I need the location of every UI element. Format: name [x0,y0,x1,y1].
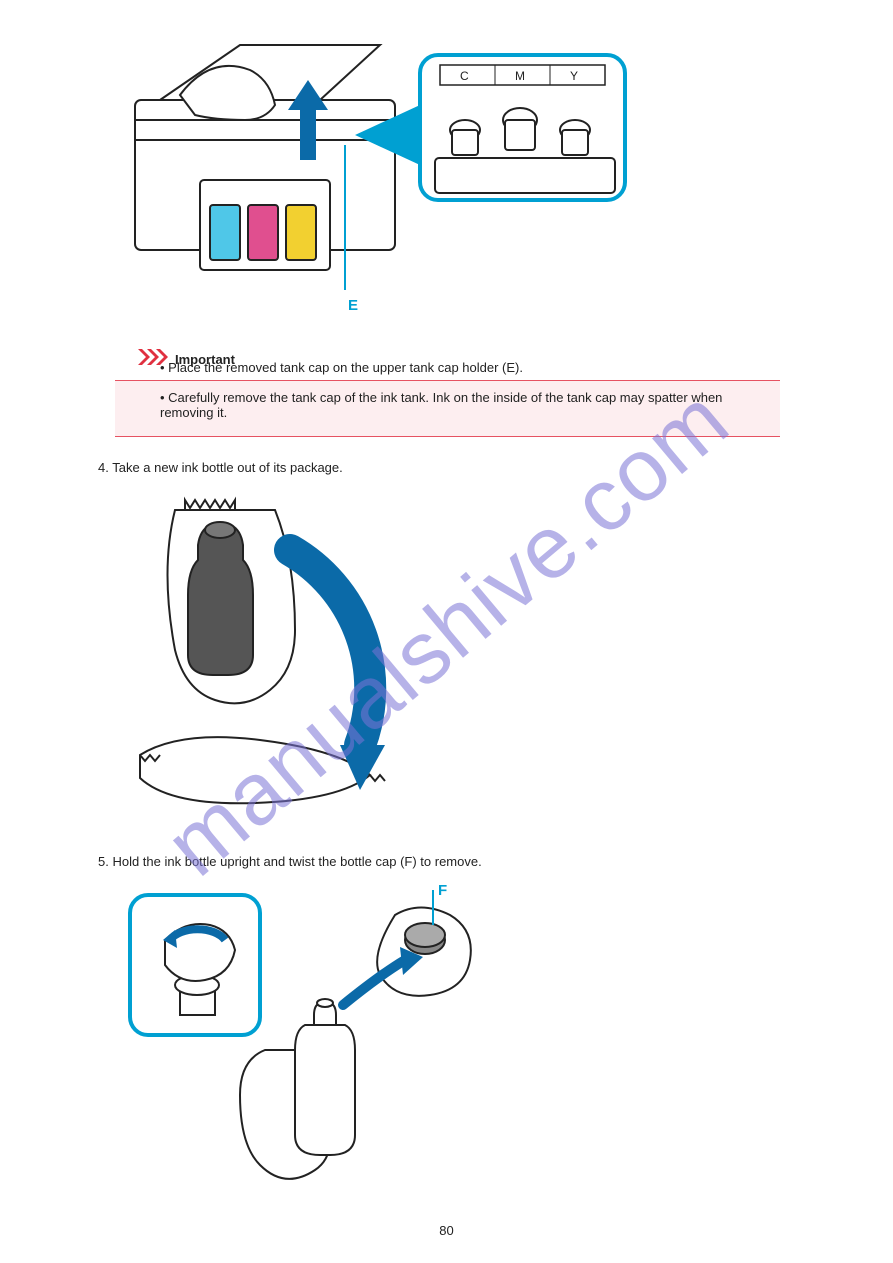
label-F: F [438,885,447,899]
page: E C M Y I [0,0,893,1263]
label-M: M [515,69,525,83]
step-5-text: 5. Hold the ink bottle upright and twist… [98,854,482,869]
important-text-1: • Place the removed tank cap on the uppe… [160,360,523,375]
page-number: 80 [439,1223,453,1238]
figure-remove-cap: F [125,885,525,1210]
important-text-2: • Carefully remove the tank cap of the i… [160,390,760,420]
figure-unpack-bottle [125,490,485,830]
step-4-text: 4. Take a new ink bottle out of its pack… [98,460,343,475]
label-C: C [460,69,469,83]
label-Y: Y [570,69,578,83]
label-E: E [348,297,358,314]
figure-ink-tank-cap: E C M Y [120,30,640,330]
